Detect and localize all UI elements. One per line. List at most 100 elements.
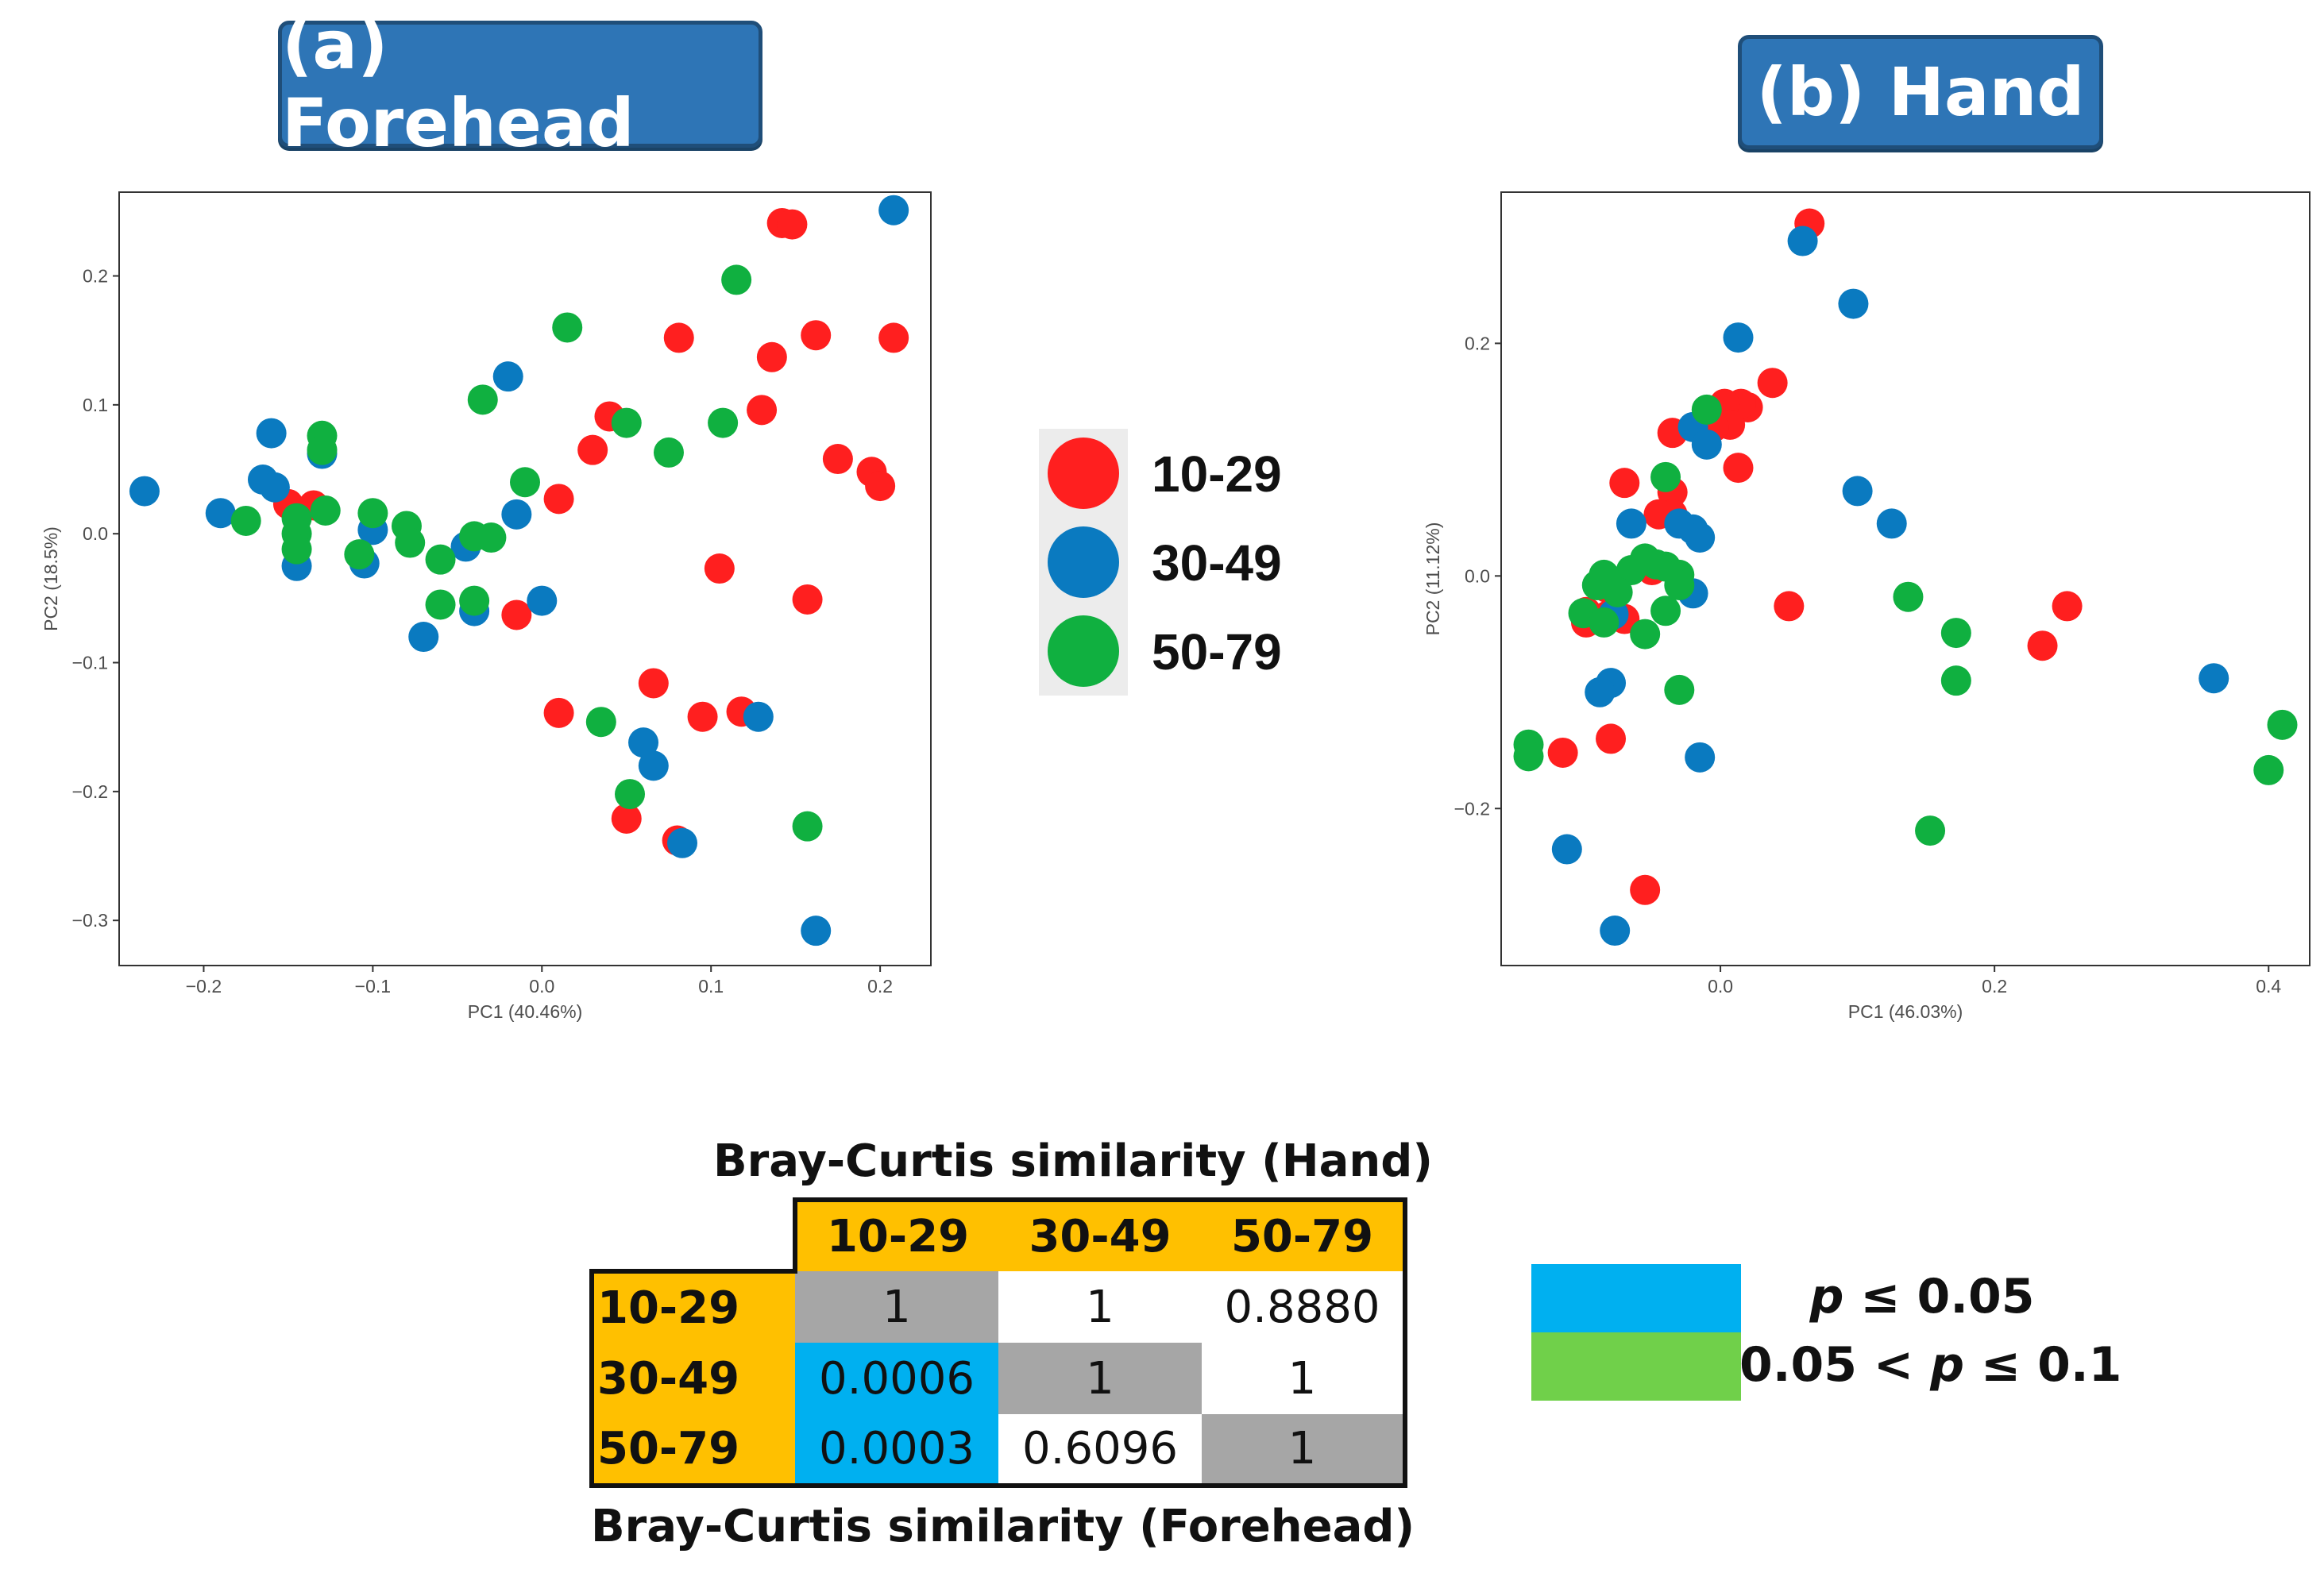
forehead-point-50-79 (425, 589, 456, 620)
hand-point-50-79 (1650, 596, 1681, 626)
hand-panel-border (1500, 191, 2310, 966)
forehead-point-50-79 (230, 505, 261, 536)
forehead-point-10-29 (501, 599, 532, 630)
hand-x-tick-label: 0.2 (1982, 976, 2007, 997)
hand-pca-plot: 0.0 0.2 0.4 0.2 0.0 −0.2 PC1 (46.03%) PC2 (11.1… (1423, 191, 2310, 1022)
legend-label: 10-29 (1152, 445, 1282, 503)
hand-point-30-49 (1842, 476, 1873, 507)
forehead-point-30-49 (205, 498, 236, 529)
forehead-panel-border (118, 191, 932, 966)
hand-y-tick-label: 0.0 (1465, 565, 1490, 586)
forehead-point-50-79 (395, 527, 426, 558)
hand-panel-title: (b) Hand (1738, 35, 2103, 149)
significant-label: p ≤ 0.05 (1809, 1269, 2035, 1324)
matrix-cell: 0.6096 (998, 1414, 1202, 1488)
forehead-point-50-79 (357, 498, 388, 529)
hand-point-30-49 (2199, 663, 2229, 694)
legend-marker (1048, 438, 1119, 509)
forehead-point-50-79 (510, 467, 540, 498)
matrix-column-header: 30-49 (998, 1197, 1202, 1271)
marginal-color-swatch (1531, 1332, 1741, 1401)
forehead-point-50-79 (708, 407, 739, 438)
forehead-point-10-29 (878, 322, 909, 353)
legend-label: 30-49 (1152, 534, 1282, 592)
hand-point-30-49 (1585, 677, 1616, 707)
hand-point-30-49 (1685, 522, 1716, 553)
forehead-point-30-49 (256, 418, 287, 449)
forehead-point-30-49 (743, 701, 774, 732)
forehead-point-30-49 (527, 585, 558, 616)
legend-marker (1048, 615, 1119, 687)
forehead-pca-plot: −0.2 −0.1 0.0 0.1 0.2 0.2 0.1 0.0 −0.1 −0.2 −0.3 PC… (41, 191, 932, 1022)
forehead-point-50-79 (425, 544, 456, 575)
forehead-point-30-49 (878, 195, 909, 226)
forehead-point-10-29 (611, 803, 642, 834)
forehead-point-50-79 (653, 437, 684, 468)
hand-point-50-79 (1650, 461, 1681, 492)
forehead-point-10-29 (543, 697, 574, 728)
forehead-point-10-29 (704, 553, 735, 584)
forehead-point-10-29 (687, 701, 718, 732)
forehead-x-tick-label: 0.2 (867, 976, 893, 997)
hand-x-tick-label: 0.4 (2256, 976, 2281, 997)
forehead-point-50-79 (344, 539, 375, 570)
forehead-point-50-79 (310, 495, 341, 526)
hand-point-50-79 (1940, 618, 1971, 649)
hand-point-30-49 (1787, 226, 1818, 256)
forehead-point-50-79 (307, 434, 338, 465)
legend-item-10-29: 10-29 (1039, 429, 1325, 518)
forehead-y-tick-label: −0.2 (72, 781, 108, 802)
forehead-y-tick-label: 0.0 (83, 523, 108, 544)
forehead-point-50-79 (467, 384, 498, 415)
forehead-similarity-title: Bray-Curtis similarity (Forehead) (591, 1501, 1415, 1552)
forehead-point-10-29 (801, 320, 832, 351)
forehead-point-10-29 (638, 668, 669, 699)
hand-point-10-29 (2027, 630, 2058, 661)
forehead-point-10-29 (792, 584, 823, 615)
forehead-x-axis-label: PC1 (40.46%) (468, 1001, 582, 1022)
hand-point-30-49 (1723, 322, 1754, 353)
significant-color-swatch (1531, 1264, 1741, 1332)
matrix-cell: 1 (998, 1343, 1202, 1414)
hand-point-50-79 (1664, 674, 1695, 705)
hand-x-tick-label: 0.0 (1708, 976, 1733, 997)
legend-label: 50-79 (1152, 623, 1282, 680)
hand-point-10-29 (1630, 874, 1661, 905)
hand-point-10-29 (1547, 737, 1578, 768)
forehead-y-tick-label: 0.2 (83, 266, 108, 287)
forehead-point-50-79 (615, 779, 646, 810)
hand-point-30-49 (1685, 742, 1716, 773)
forehead-point-10-29 (663, 322, 694, 353)
forehead-point-30-49 (501, 499, 532, 530)
hand-point-10-29 (1723, 453, 1754, 484)
bray-curtis-matrix: 10-29 30-49 50-79 10-29 1 1 0.8880 30-49… (589, 1197, 1407, 1488)
forehead-point-50-79 (792, 811, 823, 842)
forehead-point-30-49 (259, 472, 290, 503)
forehead-point-50-79 (721, 264, 752, 295)
hand-point-50-79 (2253, 754, 2284, 785)
hand-point-10-29 (1774, 591, 1805, 622)
legend-item-30-49: 30-49 (1039, 518, 1325, 607)
forehead-x-tick-label: 0.0 (529, 976, 554, 997)
matrix-row-header: 30-49 (589, 1343, 795, 1414)
forehead-y-tick-label: −0.1 (72, 653, 108, 673)
matrix-cell: 0.0003 (795, 1414, 998, 1488)
hand-point-30-49 (1691, 429, 1722, 460)
hand-similarity-title: Bray-Curtis similarity (Hand) (713, 1135, 1433, 1187)
hand-point-30-49 (1600, 916, 1631, 946)
hand-point-50-79 (1664, 570, 1695, 601)
forehead-point-30-49 (408, 622, 439, 653)
matrix-cell: 0.8880 (1202, 1271, 1407, 1343)
forehead-y-axis-label: PC2 (18.5%) (41, 526, 61, 631)
hand-point-50-79 (1602, 576, 1633, 607)
matrix-corner (592, 1200, 795, 1271)
forehead-point-30-49 (628, 727, 659, 758)
matrix-row-header: 50-79 (589, 1414, 795, 1488)
legend-marker (1048, 526, 1119, 598)
forehead-point-30-49 (638, 750, 669, 781)
forehead-point-10-29 (777, 209, 808, 240)
forehead-x-tick-label: −0.2 (186, 976, 222, 997)
matrix-cell: 0.0006 (795, 1343, 998, 1414)
forehead-point-30-49 (801, 916, 832, 946)
forehead-point-50-79 (585, 707, 616, 738)
